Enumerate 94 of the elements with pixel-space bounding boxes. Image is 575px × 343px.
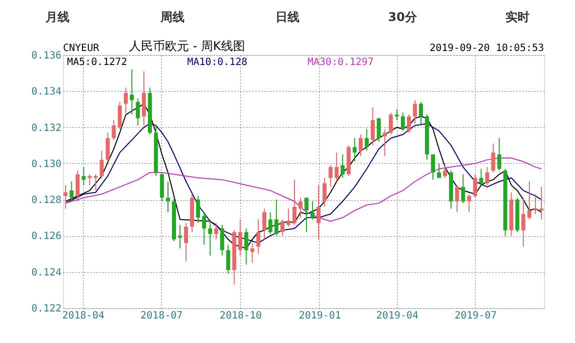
candlestick <box>400 112 405 132</box>
text: MA30:0.1297 <box>308 57 374 68</box>
candlestick <box>521 197 526 248</box>
candlestick <box>304 197 309 233</box>
candlestick <box>527 181 532 220</box>
text: 日线 <box>276 10 300 24</box>
candlestick <box>112 120 116 140</box>
candlestick <box>262 208 266 240</box>
candlestick <box>461 174 466 204</box>
candlestick <box>340 154 345 178</box>
candlestick <box>382 128 387 157</box>
candlestick <box>388 112 393 136</box>
candlestick <box>214 222 218 240</box>
y-tick-label: 0.130 <box>31 158 62 170</box>
candlestick <box>250 242 254 264</box>
candlestick <box>539 186 544 220</box>
candlestick <box>106 132 110 162</box>
candlestick <box>418 101 423 126</box>
text: 周线 <box>160 10 184 24</box>
candlestick <box>238 218 242 256</box>
candlestick <box>412 100 417 124</box>
candlestick <box>244 228 248 266</box>
candlestick <box>479 168 484 186</box>
candlestick <box>70 181 74 202</box>
candlestick <box>491 143 496 173</box>
candlestick <box>124 87 128 114</box>
candlestick <box>352 138 357 162</box>
candlestick <box>274 199 278 236</box>
candlestick <box>358 134 363 157</box>
candlestick <box>136 98 140 126</box>
candlestick <box>100 150 104 178</box>
candlestick <box>485 166 490 186</box>
candlestick <box>310 200 315 220</box>
text: MA5:0.1272 <box>67 57 128 68</box>
candlestick <box>196 195 200 224</box>
candlestick <box>220 224 224 256</box>
y-tick-label: 0.128 <box>31 195 62 206</box>
candlestick <box>467 194 472 213</box>
text: 月线 <box>44 10 70 24</box>
y-tick-label: 0.132 <box>31 122 62 134</box>
candlestick <box>431 154 435 180</box>
y-tick-label: 0.126 <box>31 231 62 242</box>
x-tick-label: 2019-04 <box>376 310 418 322</box>
candlestick <box>334 152 339 182</box>
candlestick <box>208 218 212 256</box>
candlestick <box>130 68 134 116</box>
y-tick-label: 0.124 <box>31 267 62 278</box>
candlestick <box>286 208 290 228</box>
candlestick <box>497 138 502 172</box>
candlestick <box>226 244 230 274</box>
candlestick <box>202 212 206 246</box>
y-tick-label: 0.136 <box>31 50 62 62</box>
x-tick-label: 2019-07 <box>454 310 497 322</box>
candlestick <box>455 184 460 213</box>
chart-title: 人民币欧元 - 周K线图 <box>129 39 245 53</box>
x-tick-label: 2018-04 <box>62 310 104 322</box>
candlestick <box>166 181 170 213</box>
candlestick <box>376 118 381 142</box>
candlestick <box>160 172 164 202</box>
x-tick-label: 2019-01 <box>298 310 341 322</box>
candlestick <box>184 222 188 262</box>
candlestick <box>82 166 86 186</box>
candlestick <box>394 108 399 121</box>
candlestick <box>316 184 321 240</box>
text: 实时 <box>506 10 530 24</box>
text: 30分 <box>388 10 418 24</box>
candlestick <box>292 179 296 226</box>
candlestick <box>88 174 92 186</box>
candlestick <box>64 184 68 210</box>
candlestick <box>437 162 442 178</box>
candlestick <box>328 164 333 188</box>
text: MA10:0.128 <box>187 57 248 68</box>
candlestick <box>370 106 375 146</box>
x-tick-label: 2018-10 <box>220 310 262 322</box>
y-tick-label: 0.122 <box>31 304 62 314</box>
candlestick <box>118 101 122 130</box>
candlestick <box>533 194 538 215</box>
candlestick <box>94 174 98 192</box>
text: CNYEUR <box>63 43 100 54</box>
candlestick <box>142 70 146 126</box>
candlestick <box>178 224 182 249</box>
candlestick <box>364 128 369 152</box>
candlestick <box>76 170 80 202</box>
candlestick <box>298 197 302 218</box>
candlestick <box>406 114 411 134</box>
candlestick <box>473 174 478 198</box>
candlestick <box>256 218 260 254</box>
x-tick-label: 2018-07 <box>140 310 183 322</box>
candlestick <box>280 218 284 236</box>
candlestick <box>268 212 272 234</box>
y-tick-label: 0.134 <box>31 86 62 98</box>
text: 2019-09-20 10:05:53 <box>430 43 544 54</box>
candlestick <box>322 177 327 208</box>
candlestick <box>443 164 448 178</box>
